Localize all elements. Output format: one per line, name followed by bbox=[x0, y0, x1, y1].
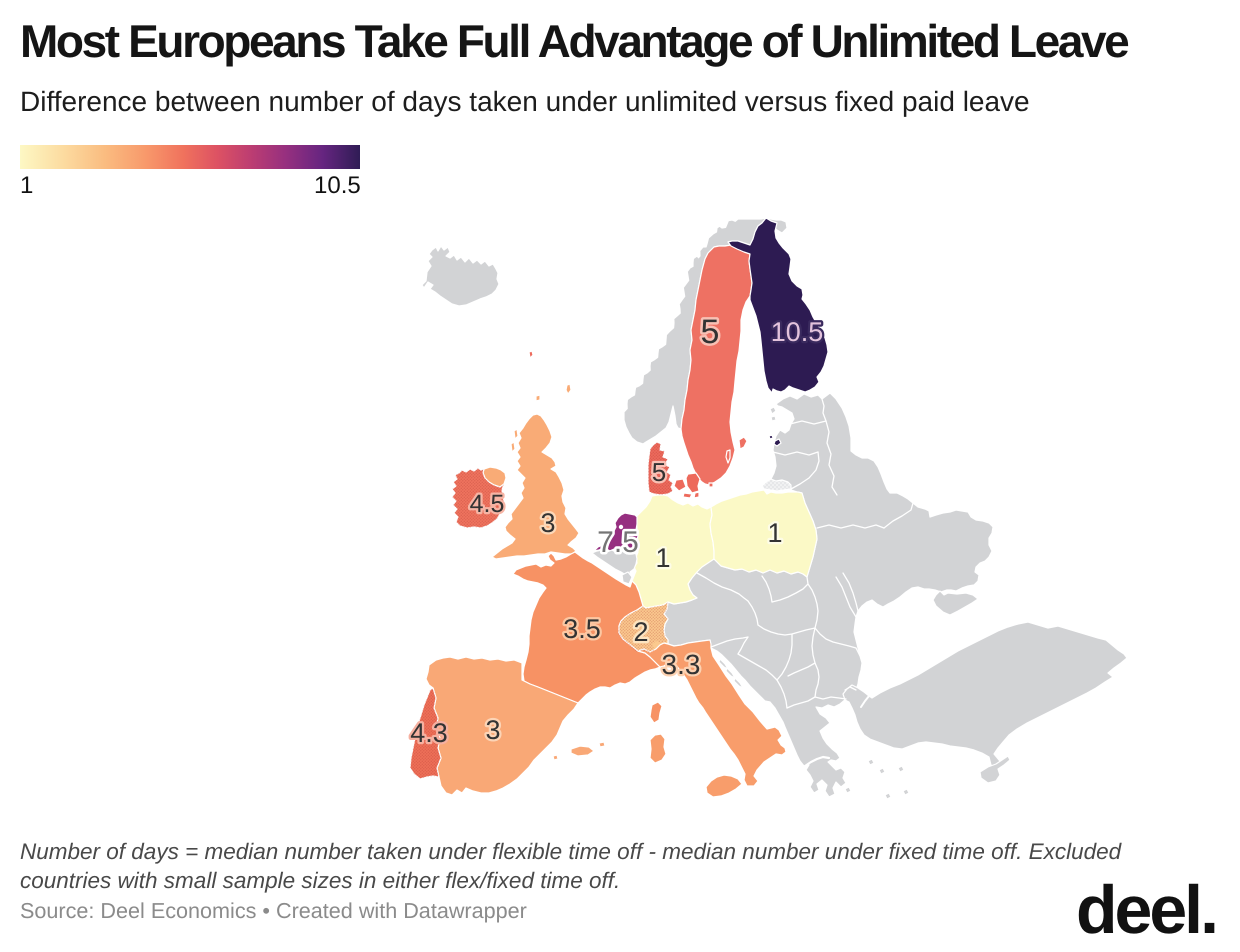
svg-text:3.5: 3.5 bbox=[563, 614, 601, 644]
svg-text:1: 1 bbox=[655, 543, 670, 573]
svg-text:10.5: 10.5 bbox=[771, 317, 824, 347]
svg-text:5: 5 bbox=[652, 457, 666, 487]
svg-text:2: 2 bbox=[633, 617, 648, 647]
svg-text:3.3: 3.3 bbox=[662, 649, 701, 680]
svg-text:4.3: 4.3 bbox=[410, 718, 448, 748]
svg-text:7.5: 7.5 bbox=[597, 526, 639, 559]
svg-text:5: 5 bbox=[701, 313, 720, 351]
svg-text:4.5: 4.5 bbox=[470, 490, 505, 518]
svg-text:3: 3 bbox=[485, 715, 500, 745]
svg-text:3: 3 bbox=[540, 508, 555, 538]
svg-text:1: 1 bbox=[767, 518, 782, 548]
